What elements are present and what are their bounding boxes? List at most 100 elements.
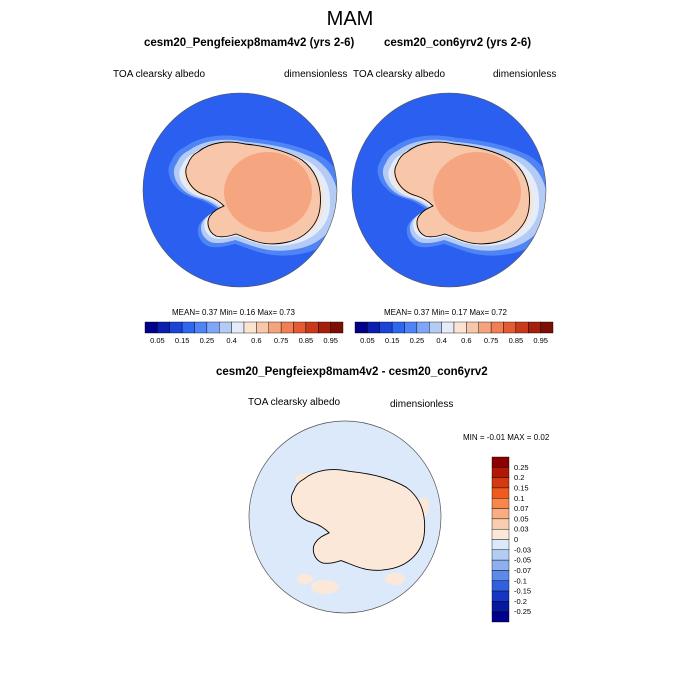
diff-patch-1 xyxy=(385,573,405,585)
colorbar-1-tick-label: 0.05 xyxy=(150,336,165,345)
colorbar-1-tick-label: 0.15 xyxy=(175,336,190,345)
panel-1-variable: TOA clearsky albedo xyxy=(113,69,206,80)
colorbar-2-swatch-6 xyxy=(429,321,442,334)
colorbar-1-swatch-2 xyxy=(169,321,183,334)
colorbar-2-swatch-1 xyxy=(367,321,380,334)
colorbar-1-swatch-12 xyxy=(293,321,307,334)
diff-colorbar-tick-label: 0.07 xyxy=(514,504,529,513)
colorbar-2-tick-label: 0.85 xyxy=(509,336,524,345)
colorbar-2-swatch-3 xyxy=(391,321,405,334)
colorbar-1-swatch-1 xyxy=(157,321,170,334)
colorbar-1-swatch-0 xyxy=(144,321,158,334)
colorbar-1-swatch-9 xyxy=(256,321,269,334)
diff-colorbar-swatch-4 xyxy=(491,498,510,509)
colorbar-2-swatch-9 xyxy=(466,321,479,334)
diff-colorbar-tick-label: -0.1 xyxy=(514,576,527,585)
diff-colorbar-tick-label: 0 xyxy=(514,535,518,544)
diff-colorbar-tick-label: 0.2 xyxy=(514,473,524,482)
colorbar-1-tick-label: 0.6 xyxy=(251,336,261,345)
diff-colorbar-tick-label: -0.05 xyxy=(514,556,531,565)
map-panel-2 xyxy=(352,93,546,287)
diff-panel-title: cesm20_Pengfeiexp8mam4v2 - cesm20_con6yr… xyxy=(216,366,488,378)
colorbar-2-swatch-8 xyxy=(453,321,467,334)
colorbar-2-swatch-4 xyxy=(404,321,418,334)
diff-colorbar-tick-label: -0.25 xyxy=(514,607,531,616)
diff-colorbar-swatch-10 xyxy=(491,559,510,571)
colorbar-1-swatch-14 xyxy=(318,321,331,334)
colorbar-2-swatch-12 xyxy=(503,321,517,334)
colorbar-1-tick-label: 0.75 xyxy=(274,336,289,345)
panel-1-stats: MEAN= 0.37 Min= 0.16 Max= 0.73 xyxy=(172,308,295,317)
diff-colorbar-swatch-5 xyxy=(491,508,510,520)
panel-2-units: dimensionless xyxy=(493,69,557,80)
map-border xyxy=(248,420,442,614)
figure-title: MAM xyxy=(326,8,374,30)
colorbar-2-swatch-13 xyxy=(515,321,529,334)
diff-colorbar-swatch-15 xyxy=(491,611,510,623)
diff-colorbar-swatch-13 xyxy=(491,590,510,602)
colorbar-1-swatch-5 xyxy=(206,321,220,334)
diff-colorbar-tick-label: -0.15 xyxy=(514,587,531,596)
diff-patch-0 xyxy=(295,473,323,485)
panel-1-units: dimensionless xyxy=(284,69,348,80)
colorbar-2-swatch-14 xyxy=(528,321,541,334)
map-panel-diff xyxy=(249,421,441,613)
diff-colorbar-swatch-9 xyxy=(491,549,510,561)
diff-patch-3 xyxy=(311,580,339,594)
diff-panel-units: dimensionless xyxy=(390,399,454,410)
diff-colorbar-swatch-2 xyxy=(491,477,510,489)
diff-colorbar-swatch-8 xyxy=(491,539,510,551)
colorbar-2-swatch-10 xyxy=(478,321,492,334)
colorbar-2-tick-label: 0.95 xyxy=(533,336,548,345)
colorbar-2-swatch-7 xyxy=(441,321,455,334)
colorbar-1-swatch-6 xyxy=(219,321,232,334)
colorbar-2-tick-label: 0.15 xyxy=(385,336,400,345)
colorbar-2-tick-label: 0.05 xyxy=(360,336,375,345)
colorbar-1-swatch-15 xyxy=(330,321,344,334)
colorbar-1-tick-label: 0.4 xyxy=(226,336,236,345)
diff-colorbar-swatch-7 xyxy=(491,528,510,540)
diff-colorbar-swatch-11 xyxy=(491,570,510,581)
panel-2-title: cesm20_con6yrv2 (yrs 2-6) xyxy=(384,37,532,49)
colorbar-1-swatch-8 xyxy=(243,321,257,334)
colorbar-2-swatch-2 xyxy=(379,321,393,334)
diff-colorbar-swatch-3 xyxy=(491,487,510,499)
map-panel-1 xyxy=(143,93,337,287)
colorbar-1-swatch-10 xyxy=(268,321,282,334)
diff-colorbar-tick-label: -0.2 xyxy=(514,597,527,606)
colorbar-1-swatch-4 xyxy=(194,321,208,334)
colorbar-1-tick-label: 0.85 xyxy=(299,336,314,345)
diff-colorbar-tick-label: 0.25 xyxy=(514,463,529,472)
plateau-field xyxy=(224,152,312,232)
diff-colorbar-swatch-6 xyxy=(491,518,510,530)
colorbar-2-tick-label: 0.75 xyxy=(484,336,499,345)
diff-colorbar-swatch-1 xyxy=(491,467,510,478)
panel-1-title: cesm20_Pengfeiexp8mam4v2 (yrs 2-6) xyxy=(144,37,355,49)
colorbar-2-swatch-5 xyxy=(416,321,430,334)
diff-colorbar-swatch-0 xyxy=(491,456,510,468)
diff-colorbar-tick-label: -0.07 xyxy=(514,566,531,575)
colorbar-2-swatch-0 xyxy=(354,321,368,334)
colorbar-1-tick-label: 0.25 xyxy=(200,336,215,345)
colorbar-2-swatch-11 xyxy=(490,321,504,334)
diff-colorbar-swatch-12 xyxy=(491,580,510,592)
diff-patch-4 xyxy=(417,497,429,517)
diff-colorbar-tick-label: -0.03 xyxy=(514,545,531,554)
panel-2-stats: MEAN= 0.37 Min= 0.17 Max= 0.72 xyxy=(384,308,507,317)
plateau-field xyxy=(433,152,521,232)
diff-panel-variable: TOA clearsky albedo xyxy=(248,397,341,408)
panel-2-variable: TOA clearsky albedo xyxy=(353,69,446,80)
colorbar-2-tick-label: 0.25 xyxy=(410,336,425,345)
diff-colorbar-tick-label: 0.05 xyxy=(514,514,529,523)
diff-colorbar-tick-label: 0.03 xyxy=(514,525,529,534)
colorbar-1-tick-label: 0.95 xyxy=(323,336,338,345)
diff-colorbar-tick-label: 0.15 xyxy=(514,483,529,492)
colorbar-1-swatch-3 xyxy=(181,321,195,334)
colorbar-2-tick-label: 0.4 xyxy=(436,336,446,345)
colorbar-2-swatch-15 xyxy=(540,321,554,334)
colorbar-1-swatch-7 xyxy=(231,321,245,334)
map-border xyxy=(351,92,547,288)
diff-colorbar-swatch-14 xyxy=(491,601,510,612)
colorbar-1-swatch-11 xyxy=(280,321,294,334)
